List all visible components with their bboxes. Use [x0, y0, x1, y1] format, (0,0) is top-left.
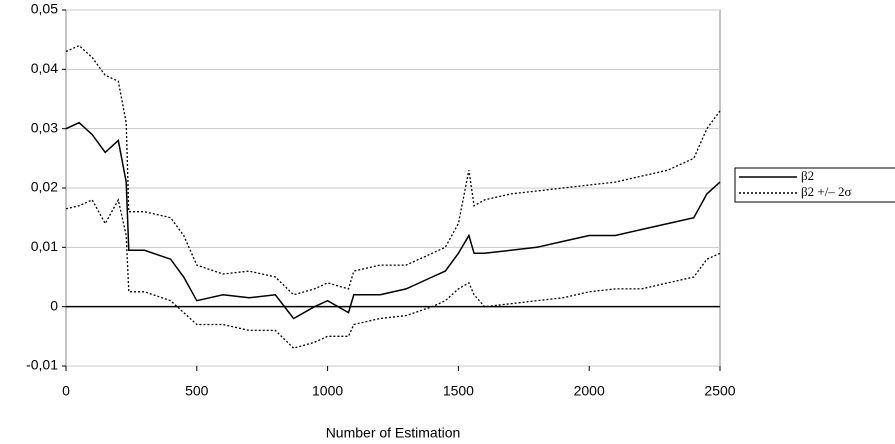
- legend-label: β2 +/– 2σ: [801, 184, 852, 199]
- y-tick-label: 0,04: [31, 60, 58, 76]
- x-tick-label: 0: [62, 383, 70, 399]
- x-axis-label: Number of Estimation: [326, 425, 461, 441]
- x-tick-label: 1000: [312, 383, 343, 399]
- y-tick-label: 0,01: [31, 238, 58, 254]
- y-tick-label: -0,01: [26, 357, 58, 373]
- y-tick-label: 0,05: [31, 1, 58, 17]
- series-line: [65, 121, 721, 320]
- legend-box: [734, 167, 895, 203]
- y-tick-label: 0: [50, 297, 58, 313]
- legend-label: β2: [801, 168, 814, 183]
- x-tick-label: 1500: [443, 383, 474, 399]
- x-tick-label: 2000: [574, 383, 605, 399]
- y-tick-label: 0,02: [31, 179, 58, 195]
- series-line: [65, 198, 721, 349]
- x-tick-label: 2500: [704, 383, 735, 399]
- y-tick-label: 0,03: [31, 119, 58, 135]
- x-tick-label: 500: [185, 383, 209, 399]
